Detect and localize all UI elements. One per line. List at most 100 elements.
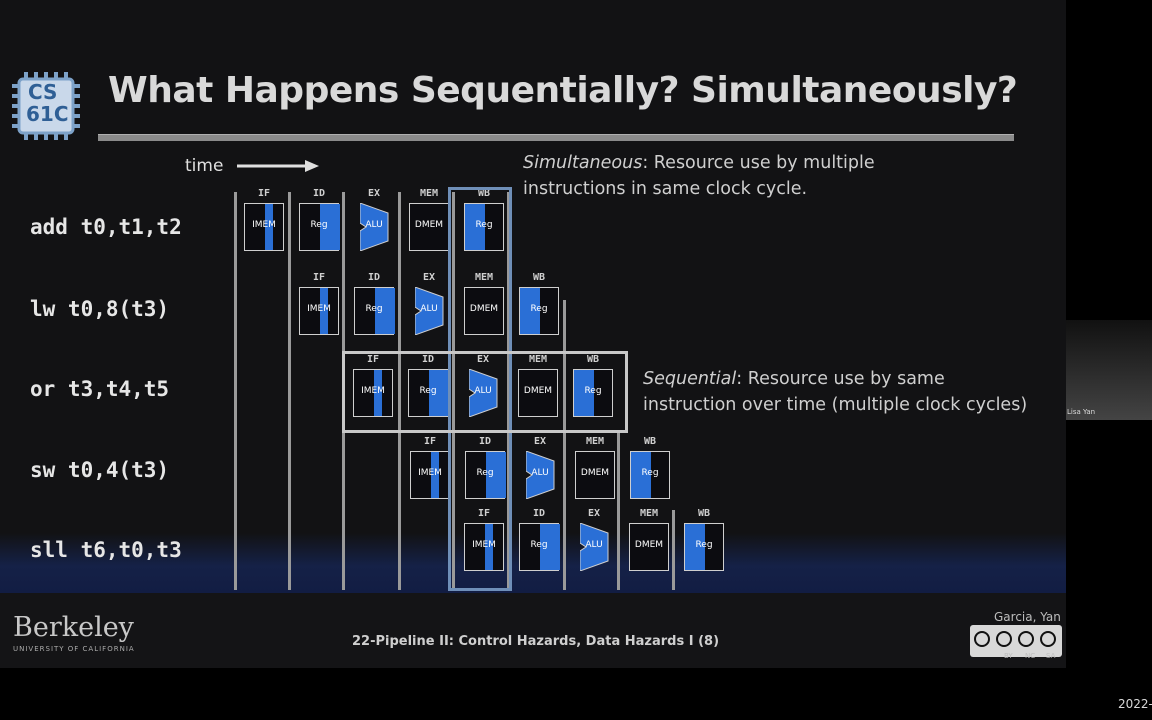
dmem-block: DMEM (575, 451, 615, 499)
instruction-label: sw t0,4(t3) (30, 458, 170, 482)
stage-block-label: Reg (419, 386, 437, 396)
stage-header: WB (532, 272, 546, 283)
imem-block: IMEM (299, 287, 339, 335)
clock-cycle-line (398, 192, 401, 590)
alu-label: ALU (531, 468, 548, 478)
chip-icon (12, 72, 80, 140)
register-block: Reg (465, 451, 506, 499)
stage-header: WB (477, 188, 491, 199)
stage-header: EX (367, 188, 381, 199)
stage-block-label: Reg (310, 220, 328, 230)
clock-cycle-line (672, 510, 675, 590)
stage-header: MEM (585, 436, 605, 447)
instruction-label: or t3,t4,t5 (30, 377, 170, 401)
stage-block-label: Reg (365, 304, 383, 314)
alu-label: ALU (474, 386, 491, 396)
stage-block-label: IMEM (307, 304, 331, 314)
instruction-label: add t0,t1,t2 (30, 215, 182, 239)
alu-block: ALU (580, 523, 609, 571)
berkeley-logo-sub: UNIVERSITY OF CALIFORNIA (13, 645, 135, 653)
alu-label: ALU (420, 304, 437, 314)
clock-cycle-line (617, 430, 620, 590)
slide: CS 61C What Happens Sequentially? Simult… (0, 0, 1066, 668)
authors: Garcia, Yan (994, 610, 1061, 624)
stage-header: EX (533, 436, 547, 447)
license-nc: NC (1025, 652, 1036, 660)
register-block: Reg (519, 523, 560, 571)
stage-header: EX (587, 508, 601, 519)
stage-header: IF (423, 436, 437, 447)
footer-band (0, 593, 1066, 668)
stage-block-label: IMEM (472, 540, 496, 550)
register-block: Reg (519, 287, 559, 335)
imem-block: IMEM (464, 523, 504, 571)
alu-block: ALU (526, 451, 555, 499)
stage-header: IF (257, 188, 271, 199)
sequential-line1: : Resource use by same (736, 369, 945, 389)
register-block: Reg (464, 203, 504, 251)
stage-header: ID (421, 354, 435, 365)
berkeley-logo: Berkeley (13, 612, 134, 643)
stage-header: WB (586, 354, 600, 365)
register-block: Reg (573, 369, 613, 417)
dmem-block: DMEM (518, 369, 558, 417)
alu-block: ALU (415, 287, 444, 335)
license-by: BY (1004, 652, 1013, 660)
register-block: Reg (354, 287, 395, 335)
simultaneous-note: Simultaneous: Resource use by multiple i… (523, 150, 875, 202)
alu-label: ALU (585, 540, 602, 550)
instruction-label: lw t0,8(t3) (30, 297, 170, 321)
alu-label: ALU (365, 220, 382, 230)
stage-header: ID (532, 508, 546, 519)
alu-block: ALU (469, 369, 498, 417)
stage-block-label: Reg (641, 468, 659, 478)
clock-cycle-line (507, 192, 510, 590)
stage-block-label: Reg (475, 220, 493, 230)
stage-block-label: IMEM (418, 468, 442, 478)
stage-header: EX (476, 354, 490, 365)
stage-header: WB (697, 508, 711, 519)
imem-block: IMEM (410, 451, 450, 499)
stage-header: ID (312, 188, 326, 199)
register-block: Reg (684, 523, 724, 571)
sequential-line2: instruction over time (multiple clock cy… (643, 395, 1028, 415)
logo-text-line1: CS (28, 80, 58, 104)
stage-header: MEM (639, 508, 659, 519)
arrow-right-icon (237, 160, 319, 172)
dmem-block: DMEM (409, 203, 449, 251)
register-block: Reg (299, 203, 340, 251)
stage-header: MEM (419, 188, 439, 199)
clock-cycle-line (452, 192, 455, 590)
video-thumbnail[interactable] (1066, 320, 1152, 420)
stage-header: MEM (474, 272, 494, 283)
simultaneous-line2: instructions in same clock cycle. (523, 179, 808, 199)
stage-header: MEM (528, 354, 548, 365)
sequential-term: Sequential (643, 369, 737, 389)
stage-header: IF (366, 354, 380, 365)
stage-header: EX (422, 272, 436, 283)
stage-block-label: DMEM (469, 304, 499, 314)
imem-block: IMEM (353, 369, 393, 417)
stage-header: ID (367, 272, 381, 283)
stage-block-label: Reg (476, 468, 494, 478)
stage-block-label: DMEM (634, 540, 664, 550)
stage-header: IF (312, 272, 326, 283)
video-participant-name: Lisa Yan (1067, 408, 1096, 416)
corner-text: 2022- (1118, 697, 1152, 711)
dmem-block: DMEM (629, 523, 669, 571)
clock-cycle-line (234, 192, 237, 590)
title-divider (98, 134, 1014, 141)
stage-block-label: DMEM (523, 386, 553, 396)
dmem-block: DMEM (464, 287, 504, 335)
stage-header: ID (478, 436, 492, 447)
stage-block-label: IMEM (361, 386, 385, 396)
sequential-note: Sequential: Resource use by same instruc… (643, 366, 1027, 418)
stage-block-label: DMEM (580, 468, 610, 478)
register-block: Reg (408, 369, 449, 417)
time-label: time (185, 156, 224, 176)
cc-license-icon (970, 625, 1062, 657)
stage-header: WB (643, 436, 657, 447)
stage-block-label: IMEM (252, 220, 276, 230)
imem-block: IMEM (244, 203, 284, 251)
instruction-label: sll t6,t0,t3 (30, 538, 182, 562)
